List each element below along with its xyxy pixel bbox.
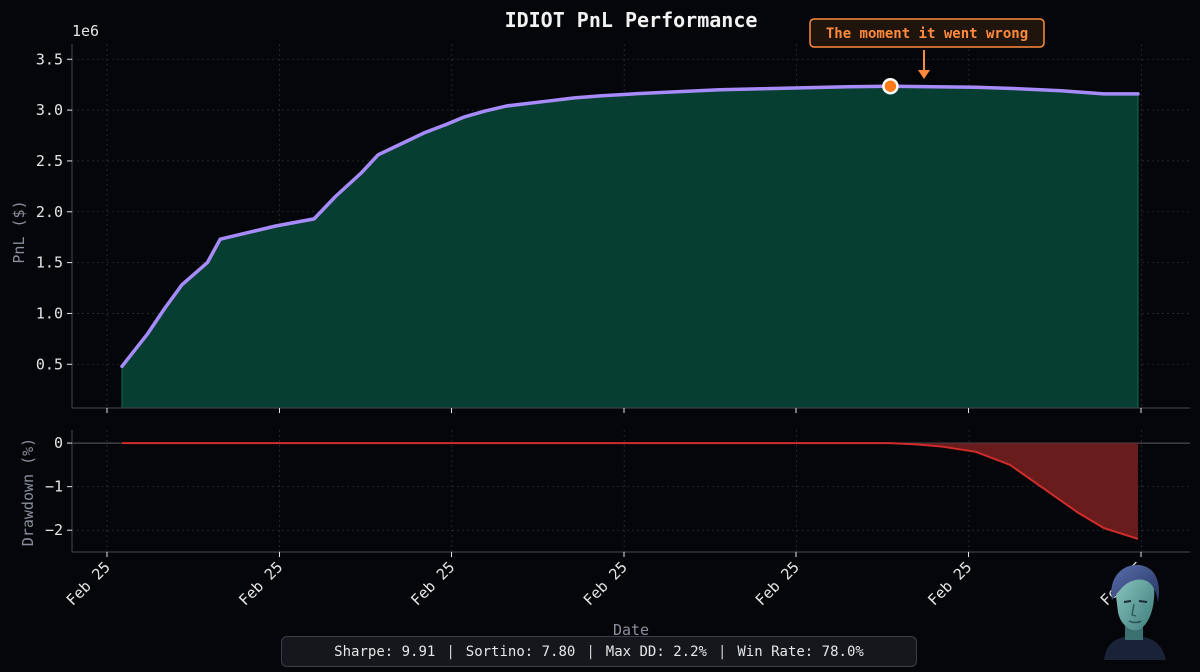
max-dd-stat: Max DD: 2.2% xyxy=(605,643,707,660)
pnl-y-axis-label: PnL ($) xyxy=(10,200,28,263)
x-tick-label: Feb 25 xyxy=(235,558,286,609)
sortino-stat: Sortino: 7.80 xyxy=(465,643,576,660)
chart-title: IDIOT PnL Performance xyxy=(505,8,758,32)
x-tick-label: Feb 25 xyxy=(580,558,631,609)
pnl-line xyxy=(120,84,1140,369)
y-tick-label: 1.0 xyxy=(36,304,63,322)
x-axis-label: Date xyxy=(613,621,649,639)
y-tick-label: −2 xyxy=(45,521,63,539)
y-tick-label: 0.5 xyxy=(36,355,63,373)
y-tick-label: 2.5 xyxy=(36,152,63,170)
annotation-callout: The moment it went wrong xyxy=(809,18,1045,79)
stats-summary-box: Sharpe: 9.91 | Sortino: 7.80 | Max DD: 2.2% |… xyxy=(281,636,917,667)
drawdown-plot-area xyxy=(122,442,1139,540)
pnl-panel: 0.5 1.0 1.5 2.0 2.5 3.0 3.5 1e6 PnL ($) The mo… xyxy=(10,18,1190,409)
y-tick-label: 3.0 xyxy=(36,101,63,119)
annotation-text: The moment it went wrong xyxy=(826,26,1028,42)
drawdown-line xyxy=(122,442,1139,540)
stats-separator: | xyxy=(446,643,455,660)
annotation-arrowhead xyxy=(918,70,930,79)
y-tick-label: 0 xyxy=(54,434,63,452)
drawdown-panel: 0 −1 −2 Feb 25 Feb 25 Feb 25 Feb 25 Feb 25 Feb … xyxy=(19,408,1190,639)
avatar-portrait xyxy=(1104,564,1166,660)
x-tick-label: Feb 25 xyxy=(924,558,975,609)
drawdown-y-axis-label: Drawdown (%) xyxy=(19,438,37,546)
x-tick-label: Feb 25 xyxy=(63,558,114,609)
drawdown-area-fill xyxy=(122,443,1138,539)
pnl-y-ticks: 0.5 1.0 1.5 2.0 2.5 3.0 3.5 xyxy=(36,50,72,373)
pnl-area-fill xyxy=(121,85,1139,409)
stats-separator: | xyxy=(717,643,727,660)
win-rate-stat: Win Rate: 78.0% xyxy=(737,643,864,660)
sharpe-stat: Sharpe: 9.91 xyxy=(334,643,436,660)
stats-separator: | xyxy=(586,643,595,660)
y-offset-text: 1e6 xyxy=(72,22,99,40)
y-tick-label: 2.0 xyxy=(36,203,63,221)
y-tick-label: −1 xyxy=(45,478,63,496)
drawdown-y-ticks: 0 −1 −2 xyxy=(45,434,72,539)
x-tick-label: Feb 25 xyxy=(752,558,803,609)
y-tick-label: 3.5 xyxy=(36,50,63,68)
x-tick-label: Feb 25 xyxy=(407,558,458,609)
peak-marker xyxy=(882,77,899,95)
pnl-plot-area xyxy=(120,77,1140,409)
annotation-box xyxy=(809,18,1045,48)
pnl-axes xyxy=(71,44,1190,409)
y-tick-label: 1.5 xyxy=(36,254,63,272)
drawdown-axes xyxy=(71,430,1190,553)
